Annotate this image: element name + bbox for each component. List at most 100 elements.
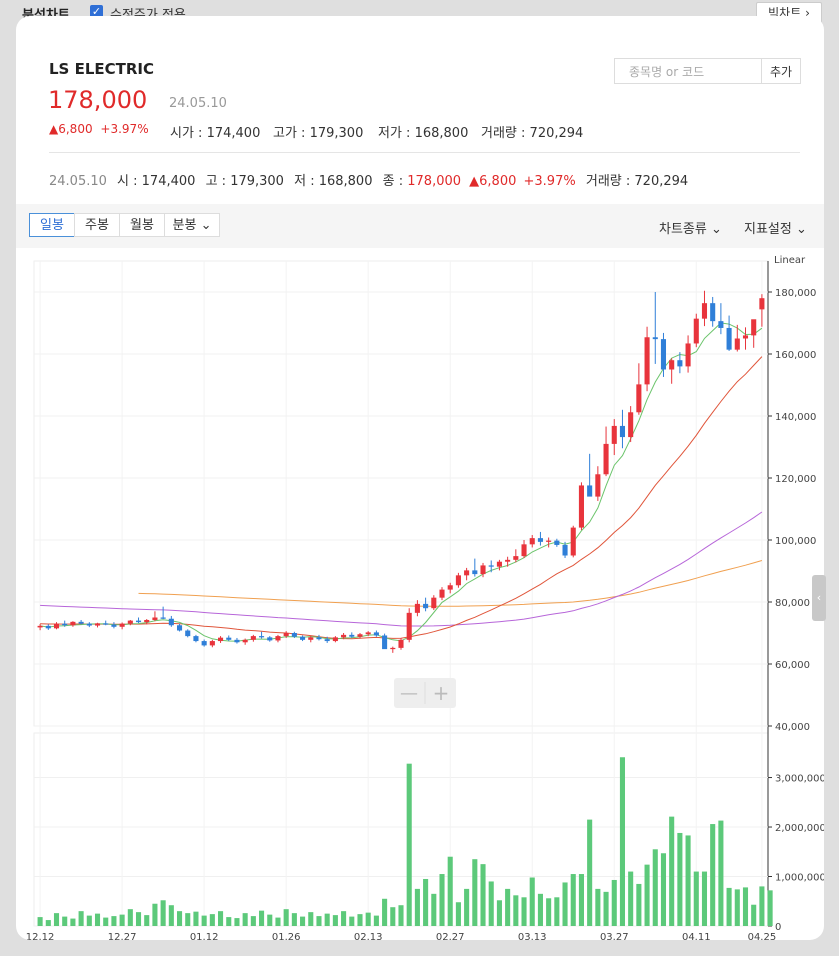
volume-bar bbox=[193, 911, 199, 926]
candle-body bbox=[742, 335, 749, 339]
volume-bar bbox=[496, 900, 502, 926]
candle-body bbox=[259, 636, 265, 638]
volume-bar bbox=[447, 856, 453, 926]
candle-body bbox=[144, 619, 150, 623]
chart-area[interactable]: 40,000 60,000 80,000 100,000 120,000 140,000 1… bbox=[16, 248, 824, 940]
volume-bar bbox=[431, 893, 437, 926]
zoom-out-icon: — bbox=[400, 683, 418, 704]
volume-bar bbox=[103, 917, 109, 926]
price-tick-label: 80,000 bbox=[775, 598, 810, 609]
volume-bar bbox=[316, 916, 322, 926]
volume-bar bbox=[718, 820, 724, 926]
volume-bar bbox=[135, 912, 142, 926]
candle-body bbox=[652, 337, 658, 340]
volume-bar bbox=[398, 905, 404, 926]
volume-bar bbox=[332, 915, 338, 926]
info-change: 6,800 bbox=[479, 174, 517, 189]
volume-bar bbox=[669, 816, 675, 926]
volume-bar bbox=[357, 914, 363, 926]
side-panel-handle[interactable]: ‹ bbox=[812, 575, 826, 621]
indicator-settings-dropdown[interactable]: 지표설정 ⌄ bbox=[744, 222, 807, 237]
tab-monthly[interactable]: 월봉 bbox=[119, 213, 165, 237]
volume-bar bbox=[759, 886, 765, 926]
volume-bar bbox=[742, 887, 749, 926]
candle-body bbox=[455, 575, 461, 586]
candle-body bbox=[710, 303, 716, 322]
info-high: 179,300 bbox=[230, 174, 284, 189]
tab-minute[interactable]: 분봉 ⌄ bbox=[164, 213, 220, 237]
volume-bar bbox=[201, 915, 207, 926]
volume-bar bbox=[767, 890, 773, 926]
volume-bar bbox=[283, 909, 289, 926]
volume-bar bbox=[587, 819, 593, 926]
volume-bar bbox=[144, 915, 150, 926]
candle-body bbox=[619, 425, 626, 438]
candle-body bbox=[357, 634, 363, 637]
volume-bar bbox=[636, 883, 642, 926]
volume-bar bbox=[308, 912, 314, 926]
tab-daily[interactable]: 일봉 bbox=[29, 213, 75, 237]
candle-body bbox=[152, 617, 158, 620]
candle-body bbox=[603, 443, 609, 475]
price-tick-label: 120,000 bbox=[775, 474, 816, 485]
candle-body bbox=[669, 360, 675, 370]
volume-bar bbox=[259, 910, 265, 926]
volume-bar bbox=[382, 898, 388, 926]
candle-body bbox=[218, 637, 224, 642]
scale-label: Linear bbox=[774, 255, 806, 266]
zoom-in-icon: + bbox=[433, 681, 450, 705]
volume-bar bbox=[562, 882, 568, 926]
chevron-right-icon: › bbox=[805, 6, 810, 20]
volume-bar bbox=[390, 907, 396, 926]
adjusted-price-checkbox[interactable]: ✓ bbox=[90, 5, 103, 18]
candlestick-chart[interactable]: 40,000 60,000 80,000 100,000 120,000 140,000 1… bbox=[16, 248, 824, 940]
volume-bar bbox=[480, 864, 486, 926]
volume-bar bbox=[726, 887, 732, 926]
volume-bar bbox=[505, 888, 511, 926]
high-price: 고가 : 179,300 bbox=[273, 126, 364, 141]
volume-bar bbox=[111, 916, 117, 926]
add-button[interactable]: 추가 bbox=[761, 58, 801, 84]
ma60-line bbox=[40, 511, 763, 627]
candle-body bbox=[537, 538, 543, 542]
volume-bar bbox=[86, 915, 92, 926]
candle-body bbox=[291, 633, 297, 637]
volume-bar bbox=[185, 913, 191, 926]
candle-body bbox=[382, 635, 388, 650]
volume-bar bbox=[439, 874, 445, 926]
volume-bar bbox=[127, 909, 133, 926]
candle-body bbox=[685, 343, 691, 367]
candle-body bbox=[275, 636, 281, 641]
tab-weekly[interactable]: 주봉 bbox=[74, 213, 120, 237]
ohlc-info-row: 24.05.10 시 : 174,400 고 : 179,300 저 : 168… bbox=[49, 174, 689, 189]
candle-body bbox=[759, 298, 765, 310]
x-tick-label: 04.11 bbox=[682, 932, 711, 940]
volume-bar bbox=[234, 918, 240, 926]
candle-body bbox=[324, 639, 330, 642]
volume-bar bbox=[701, 871, 708, 926]
candle-body bbox=[365, 632, 371, 635]
volume-bar bbox=[455, 902, 461, 926]
volume-bar bbox=[242, 913, 248, 926]
search-input[interactable]: 종목명 or 코드 bbox=[614, 58, 762, 84]
stock-name: LS ELECTRIC bbox=[49, 60, 155, 78]
x-tick-label: 02.27 bbox=[436, 932, 465, 940]
candle-body bbox=[390, 647, 396, 650]
x-tick-label: 01.12 bbox=[190, 932, 219, 940]
up-triangle-icon: ▲ bbox=[49, 122, 59, 136]
volume-bar bbox=[62, 916, 68, 926]
candle-body bbox=[546, 540, 552, 542]
candle-body bbox=[267, 637, 273, 641]
candle-body bbox=[103, 623, 109, 625]
volume-bar bbox=[685, 835, 691, 926]
change-percent: +3.97% bbox=[100, 122, 149, 136]
volume-bar bbox=[78, 911, 84, 926]
volume-bar bbox=[168, 905, 174, 926]
chart-type-dropdown[interactable]: 차트종류 ⌄ bbox=[659, 222, 722, 237]
open-price: 시가 : 174,400 bbox=[170, 126, 261, 141]
candle-body bbox=[234, 639, 240, 643]
chevron-down-icon: ⌄ bbox=[710, 222, 722, 237]
candle-body bbox=[505, 559, 511, 562]
volume-bar bbox=[37, 917, 43, 926]
candle-body bbox=[734, 338, 740, 350]
